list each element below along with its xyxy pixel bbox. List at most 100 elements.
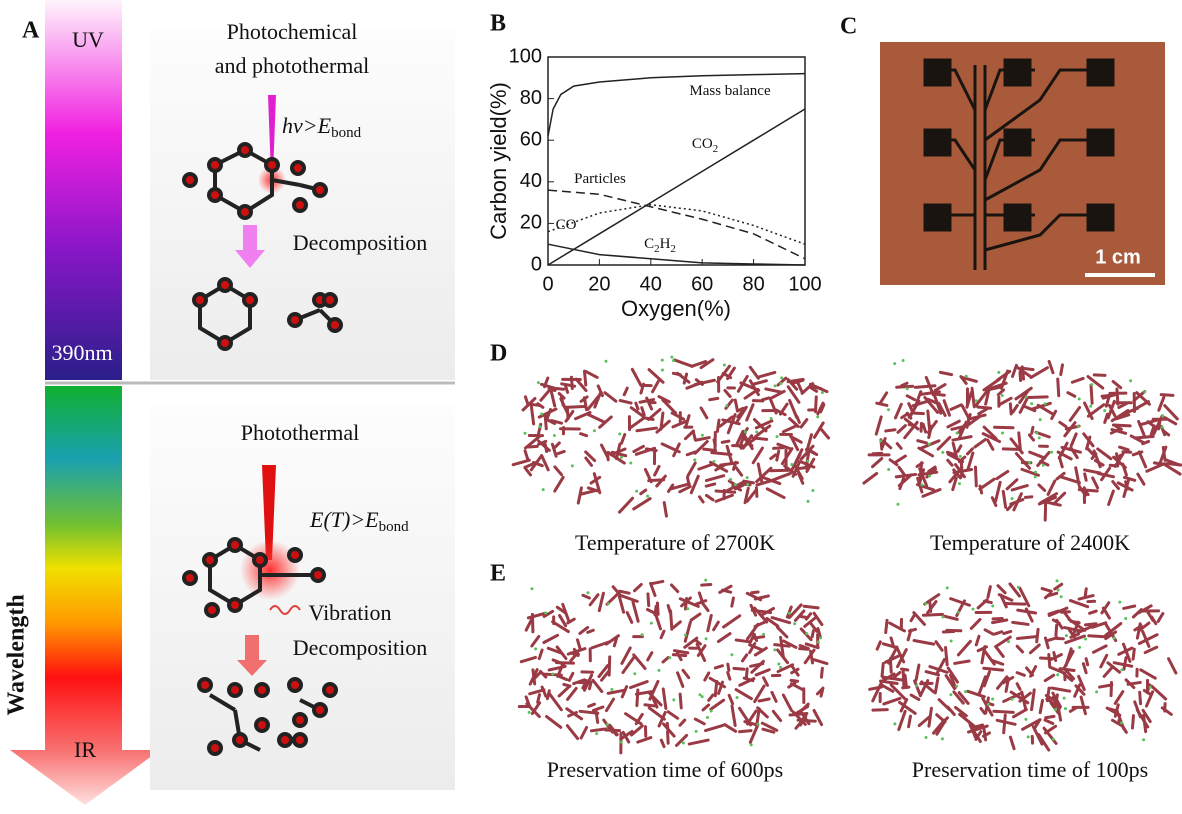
series-line (547, 108, 806, 266)
bond (951, 435, 973, 442)
bond (1077, 594, 1095, 601)
bond (921, 422, 928, 434)
atom (893, 722, 897, 726)
bond (754, 419, 774, 430)
y-tick-label: 60 (520, 128, 542, 150)
panel-label: E (490, 561, 506, 587)
bond (632, 582, 643, 593)
bond (610, 450, 628, 458)
bond (1122, 604, 1137, 610)
bond (647, 690, 663, 707)
atom (570, 464, 574, 468)
bond (1018, 586, 1031, 608)
bond (622, 386, 629, 397)
bond (619, 594, 639, 603)
bond (726, 662, 731, 672)
bond (1047, 359, 1055, 375)
bond (888, 458, 899, 467)
atom (901, 358, 905, 362)
atom (629, 461, 633, 465)
bond (923, 593, 941, 606)
atom (924, 736, 928, 740)
bond (903, 673, 908, 689)
bond (921, 488, 942, 498)
bond (1011, 620, 1030, 626)
bond (1008, 402, 1013, 416)
atom (780, 376, 784, 380)
bond (1038, 698, 1045, 715)
bond (730, 596, 735, 608)
bond (970, 386, 976, 409)
bond (991, 618, 1009, 625)
bond (1141, 708, 1152, 724)
atom (686, 607, 690, 611)
bond (984, 389, 991, 406)
bond (760, 396, 771, 402)
bond (750, 590, 760, 595)
atom (986, 702, 990, 706)
bond (1167, 657, 1178, 675)
bond (874, 415, 883, 436)
bond (1158, 445, 1168, 465)
label-subscript: 2 (670, 243, 676, 255)
bond (1092, 373, 1107, 377)
bond (543, 442, 549, 454)
atom (730, 653, 734, 657)
bond (951, 441, 959, 460)
bond (798, 647, 810, 651)
bond (1141, 439, 1151, 446)
bond (584, 369, 599, 379)
bond (699, 358, 715, 370)
bond (559, 397, 569, 415)
bond (1104, 622, 1123, 637)
bond (645, 607, 658, 616)
bond (819, 666, 824, 679)
bond (918, 468, 926, 485)
atom (633, 672, 637, 676)
atom (790, 463, 794, 467)
bond (582, 369, 588, 387)
atom (1024, 717, 1028, 721)
bond (735, 406, 745, 413)
bond (742, 479, 755, 485)
bond (1064, 647, 1073, 668)
bond (1052, 491, 1067, 506)
bond (687, 738, 710, 746)
caption: Temperature of 2400K (930, 530, 1130, 555)
atom (693, 458, 697, 462)
bond (933, 395, 943, 415)
bond (693, 439, 709, 455)
atom (534, 647, 538, 651)
bond (584, 450, 597, 463)
bond (632, 444, 645, 454)
atom (1056, 588, 1060, 592)
series-label: Mass balance (689, 83, 771, 99)
bond (612, 637, 618, 648)
bond (967, 720, 977, 739)
atom (971, 607, 975, 611)
bond (977, 406, 990, 416)
atom (540, 412, 544, 416)
bond (761, 606, 776, 616)
bond (551, 658, 566, 666)
atom (700, 433, 704, 437)
bond (726, 670, 732, 681)
bond (1083, 587, 1088, 598)
atom (887, 467, 891, 471)
bond (659, 629, 666, 640)
atom (536, 381, 540, 385)
bond (1100, 393, 1116, 398)
bond (727, 693, 735, 706)
bond (545, 715, 563, 729)
bond (783, 464, 798, 476)
atom (705, 716, 709, 720)
bond (755, 466, 773, 484)
atom (816, 640, 820, 644)
bond (693, 717, 706, 726)
atom (1077, 397, 1081, 401)
atom (1043, 402, 1047, 406)
bond (1029, 366, 1049, 379)
bond (764, 387, 784, 394)
atom (681, 741, 685, 745)
bond (916, 439, 928, 445)
